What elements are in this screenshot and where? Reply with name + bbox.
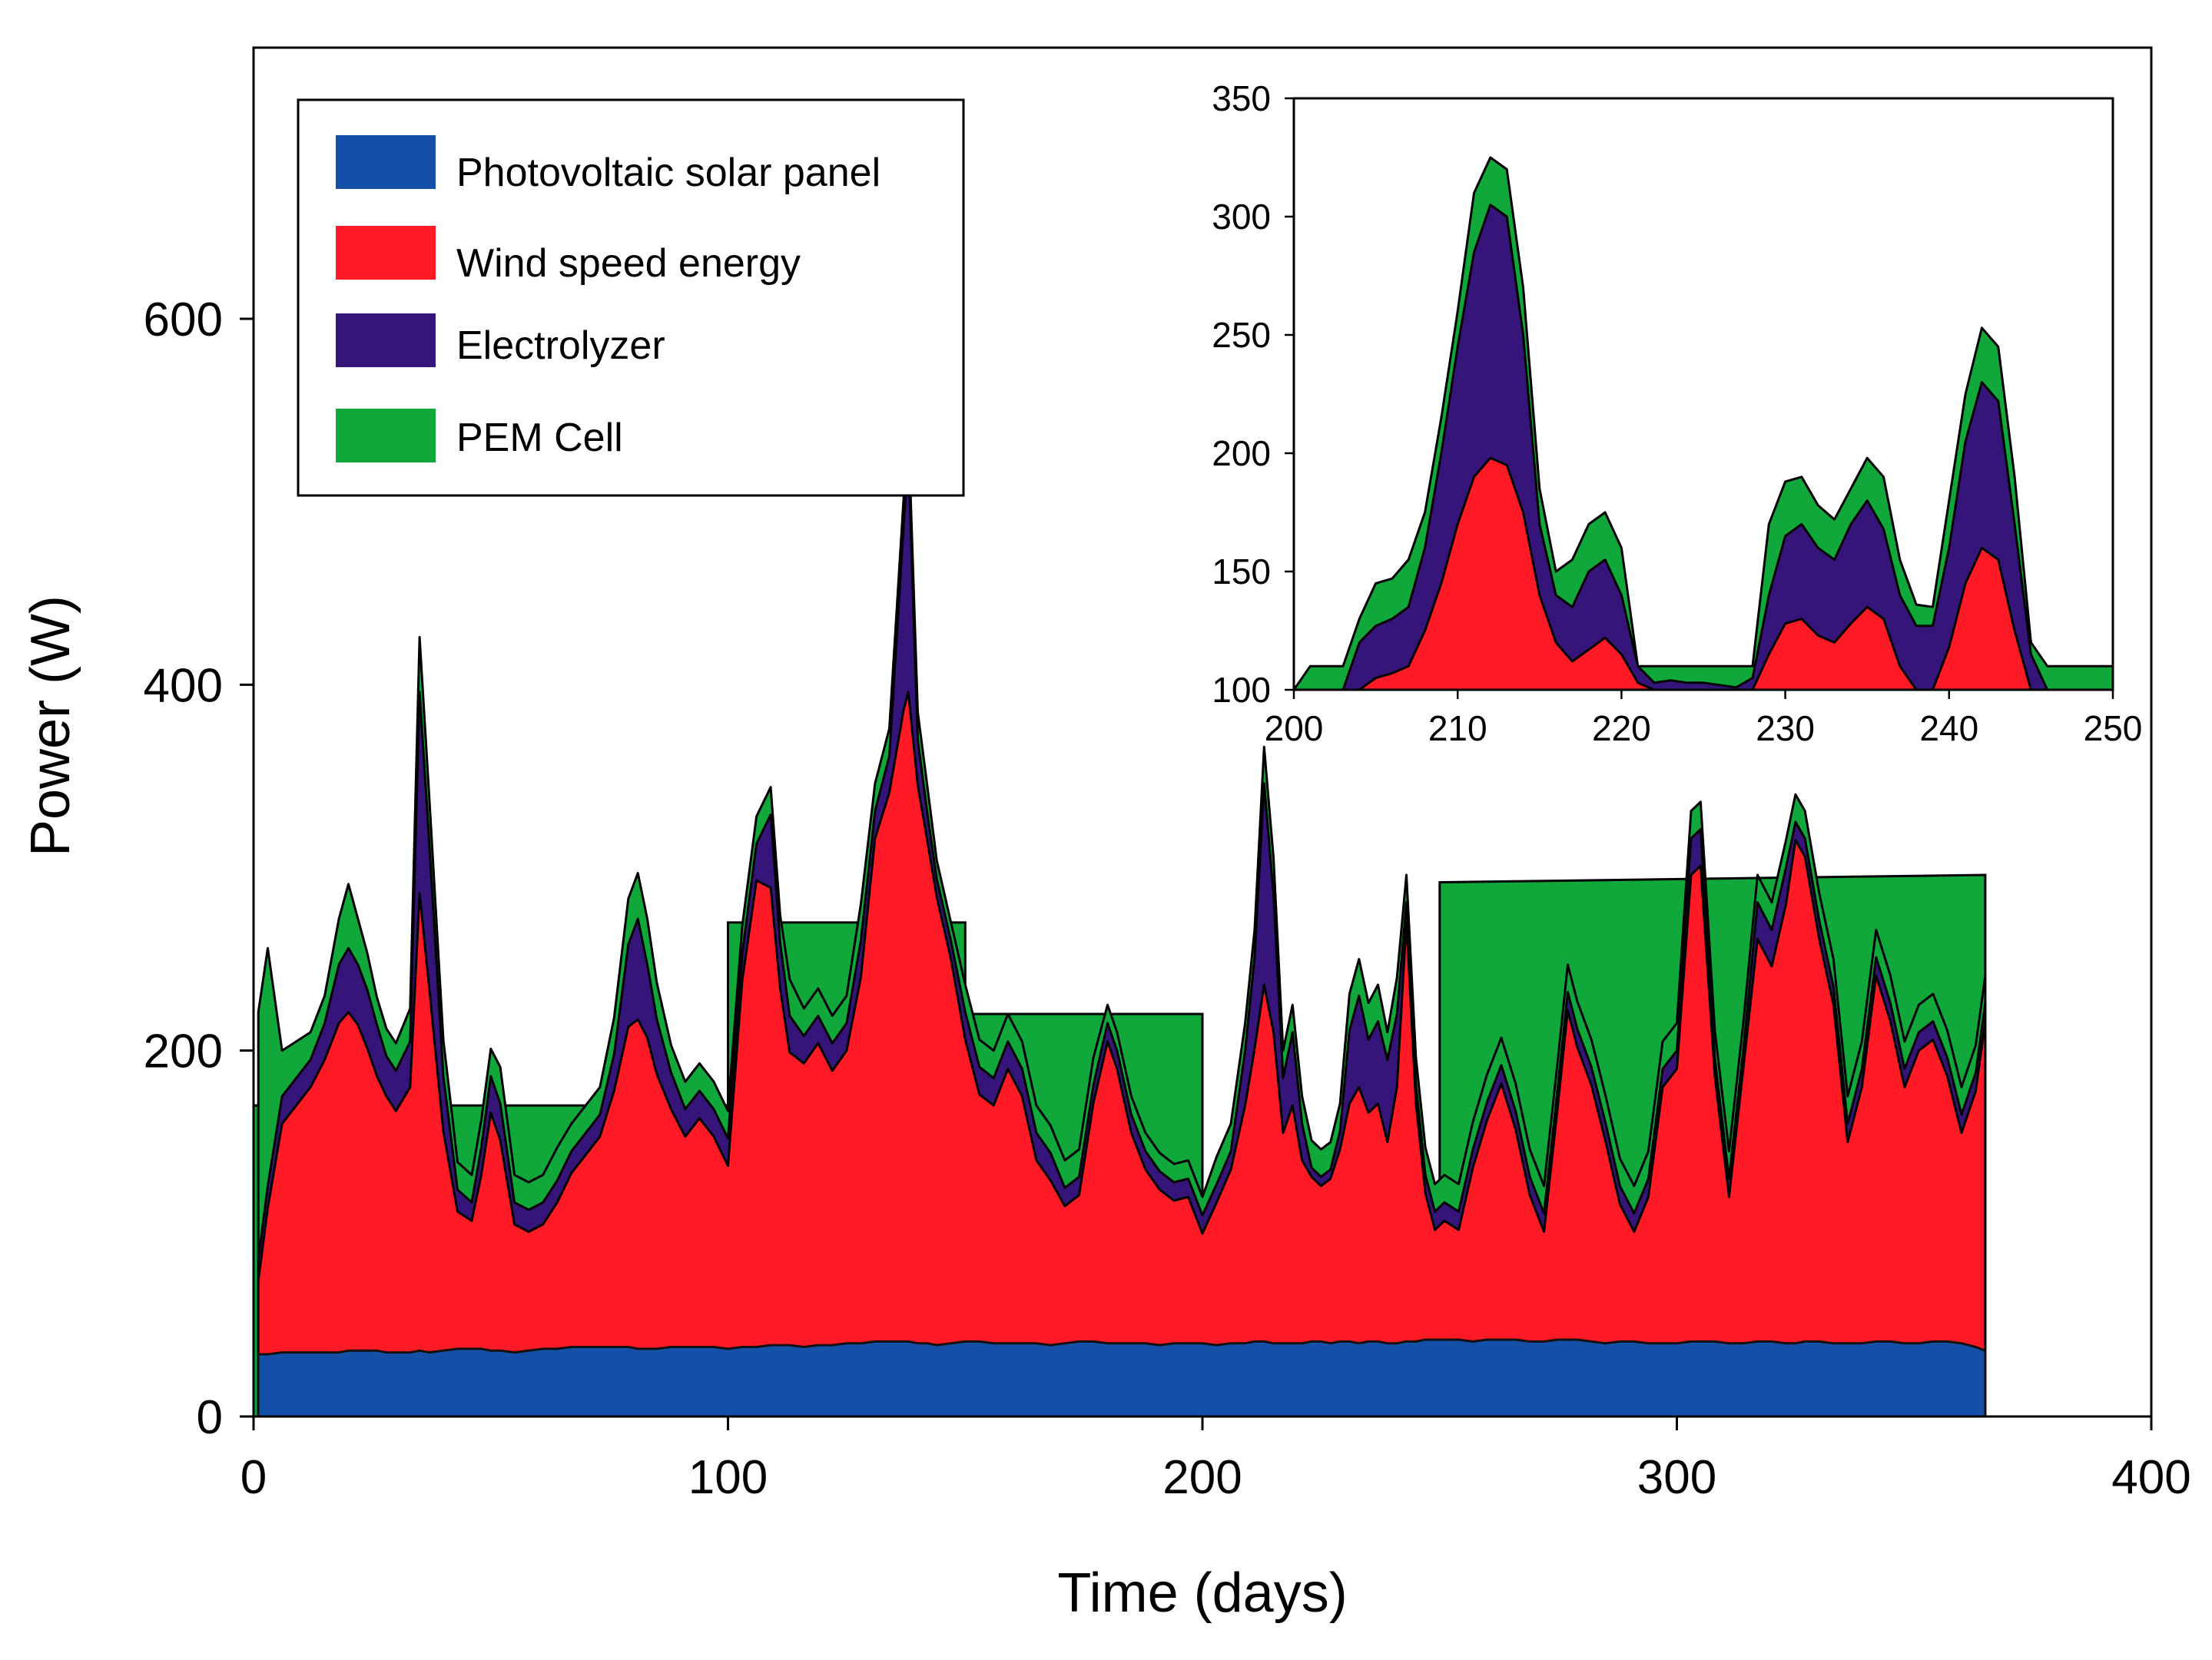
main-x-axis: 0 100 200 300 400: [240, 1416, 2191, 1504]
inset-x-tick-label: 210: [1428, 708, 1487, 748]
inset-x-tick-label: 240: [1919, 708, 1978, 748]
y-tick-label: 200: [144, 1025, 223, 1079]
inset-plot: 200 210 220 230 240 250 100 150 200 250 300 350: [1212, 78, 2142, 748]
y-tick-label: 600: [144, 293, 223, 346]
legend-swatch-pem: [336, 409, 436, 462]
legend: Photovoltaic solar panel Wind speed ener…: [297, 98, 965, 497]
legend-label-pem: PEM Cell: [456, 416, 623, 460]
inset-y-tick-label: 150: [1212, 552, 1271, 591]
inset-frame: [1292, 97, 2114, 691]
legend-label-elec: Electrolyzer: [456, 323, 665, 368]
inset-x-tick-label: 250: [2084, 708, 2143, 748]
x-tick-label: 300: [1637, 1451, 1716, 1504]
x-tick-label: 200: [1162, 1451, 1242, 1504]
inset-x-tick-label: 200: [1265, 708, 1324, 748]
y-tick-label: 400: [144, 659, 223, 712]
inset-y-tick-label: 100: [1212, 670, 1271, 710]
inset-y-tick-label: 350: [1212, 78, 1271, 118]
legend-swatch-elec: [336, 313, 436, 367]
area-photovoltaic: [257, 1338, 1987, 1418]
x-tick-label: 100: [688, 1451, 768, 1504]
main-y-axis: 0 200 400 600: [144, 293, 254, 1444]
y-axis-title: Power (W): [20, 595, 81, 857]
inset-y-tick-label: 200: [1212, 433, 1271, 473]
main-areas: [252, 426, 1987, 1418]
inset-y-tick-label: 250: [1212, 315, 1271, 355]
x-tick-label: 400: [2111, 1451, 2190, 1504]
x-tick-label: 0: [240, 1451, 267, 1504]
legend-label-wind: Wind speed energy: [456, 241, 801, 286]
inset-y-tick-label: 300: [1212, 197, 1271, 237]
y-tick-label: 0: [197, 1391, 223, 1444]
x-axis-title: Time (days): [1057, 1562, 1347, 1624]
inset-x-axis: 200 210 220 230 240 250: [1265, 690, 2143, 748]
legend-label-pv: Photovoltaic solar panel: [456, 151, 880, 195]
inset-x-tick-label: 230: [1756, 708, 1815, 748]
inset-x-tick-label: 220: [1592, 708, 1651, 748]
legend-swatch-pv: [336, 135, 436, 189]
legend-swatch-wind: [336, 226, 436, 280]
inset-y-axis: 100 150 200 250 300 350: [1212, 78, 1294, 710]
